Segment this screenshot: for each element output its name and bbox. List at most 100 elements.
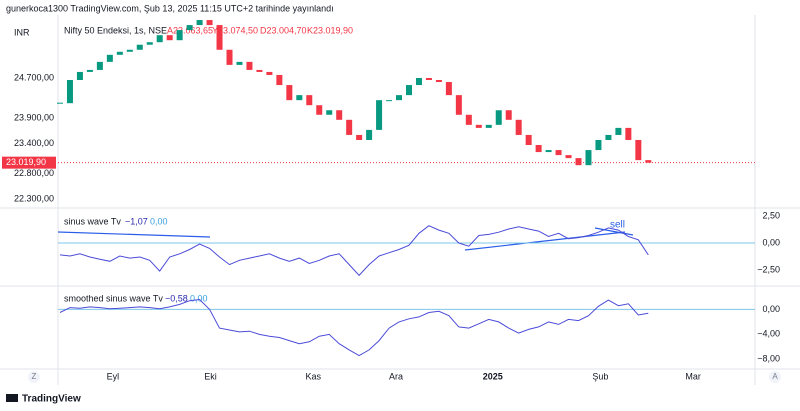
candle xyxy=(346,119,353,135)
candle xyxy=(126,49,133,52)
series-line xyxy=(59,225,649,277)
y-tick-label: −4,00 xyxy=(757,329,780,339)
candle xyxy=(66,80,73,104)
trend-line xyxy=(464,231,626,251)
x-tick-label: Eyl xyxy=(107,371,120,381)
candle xyxy=(196,20,203,26)
candle xyxy=(326,110,333,115)
footer: TradingView xyxy=(22,394,81,405)
legend-value: −0,58 xyxy=(165,293,188,303)
candle xyxy=(266,71,273,75)
candle xyxy=(405,85,412,96)
candle xyxy=(316,105,323,115)
legend-title: sinus wave Tv xyxy=(64,216,121,226)
candle xyxy=(136,44,143,50)
candle xyxy=(276,74,283,86)
candle xyxy=(515,119,522,135)
candle xyxy=(555,150,562,156)
candle xyxy=(116,51,123,55)
candle xyxy=(625,127,632,140)
y-tick-label: 0,00 xyxy=(762,304,780,314)
candle xyxy=(186,25,193,31)
button[interactable] xyxy=(769,371,781,383)
candle xyxy=(246,61,253,70)
candle xyxy=(505,110,512,120)
trend-line xyxy=(57,231,211,238)
candle xyxy=(306,95,313,106)
candle xyxy=(485,124,492,128)
candle xyxy=(226,49,233,65)
candle xyxy=(336,110,343,120)
x-tick-label: Eki xyxy=(204,371,217,381)
candle xyxy=(435,80,442,83)
series-line xyxy=(59,298,649,357)
y-tick-label: 23.400,00 xyxy=(14,138,54,148)
candle xyxy=(545,150,552,153)
candle xyxy=(475,124,482,128)
candle xyxy=(425,77,432,81)
legend-title: Nifty 50 Endeksi, 1s, NSE xyxy=(64,25,167,35)
candle xyxy=(356,134,363,140)
candle xyxy=(415,77,422,86)
x-tick-label: Kas xyxy=(306,371,322,381)
candle xyxy=(86,69,93,72)
candle xyxy=(366,129,373,140)
candle xyxy=(605,134,612,140)
x-tick-label: Ara xyxy=(389,371,403,381)
button-label[interactable]: Z xyxy=(32,372,37,381)
x-tick-label: 2025 xyxy=(483,371,503,381)
candle xyxy=(216,25,223,50)
footer-logo xyxy=(6,394,18,402)
y-tick-label: 0,00 xyxy=(762,237,780,247)
candle xyxy=(206,20,213,26)
candle xyxy=(296,95,303,101)
candle xyxy=(575,158,582,166)
header: gunerkoca1300 TradingView.com, Şub 13, 2… xyxy=(6,3,334,13)
y-tick-label: 2,50 xyxy=(762,210,780,220)
candle xyxy=(396,95,403,101)
trend-lines xyxy=(57,227,634,251)
legend-open: A23.063,65 xyxy=(167,25,213,35)
candle xyxy=(166,35,173,41)
candle xyxy=(445,82,452,96)
candle xyxy=(146,42,153,45)
candle xyxy=(585,150,592,166)
candle xyxy=(286,85,293,101)
candle xyxy=(106,54,113,62)
legend-low: D23.004,70 xyxy=(260,25,307,35)
candle xyxy=(376,100,383,130)
candle xyxy=(565,155,572,159)
logo-mark xyxy=(6,394,18,402)
candle xyxy=(256,69,263,72)
button-label[interactable]: A xyxy=(772,372,778,381)
candle xyxy=(176,30,183,41)
last-price-badge xyxy=(2,156,56,169)
candle xyxy=(495,110,502,125)
last-price-label: 23.019,90 xyxy=(6,157,46,167)
candle xyxy=(645,160,652,163)
legend-close: K23.019,90 xyxy=(307,25,353,35)
candle xyxy=(386,100,393,102)
legend-value: −1,07 xyxy=(125,216,148,226)
y-tick-label: −8,00 xyxy=(757,354,780,364)
y-tick-label: 22.300,00 xyxy=(14,193,54,203)
legend-high: Y23.074,50 xyxy=(212,25,258,35)
candle xyxy=(595,139,602,151)
x-tick-label: Şub xyxy=(592,371,608,381)
y-tick-label: 24.700,00 xyxy=(14,72,54,82)
candle xyxy=(455,95,462,115)
candle xyxy=(96,61,103,70)
legend-title: smoothed sinus wave Tv xyxy=(64,293,163,303)
x-tick-label: Mar xyxy=(685,371,701,381)
candle xyxy=(76,71,83,81)
button[interactable] xyxy=(28,371,40,383)
y-tick-label: −2,50 xyxy=(757,264,780,274)
candle xyxy=(525,134,532,146)
currency: INR xyxy=(14,27,30,37)
candle xyxy=(465,114,472,125)
candle xyxy=(156,35,163,43)
legend-value: 0,00 xyxy=(190,293,208,303)
annotation: sell xyxy=(610,220,625,231)
